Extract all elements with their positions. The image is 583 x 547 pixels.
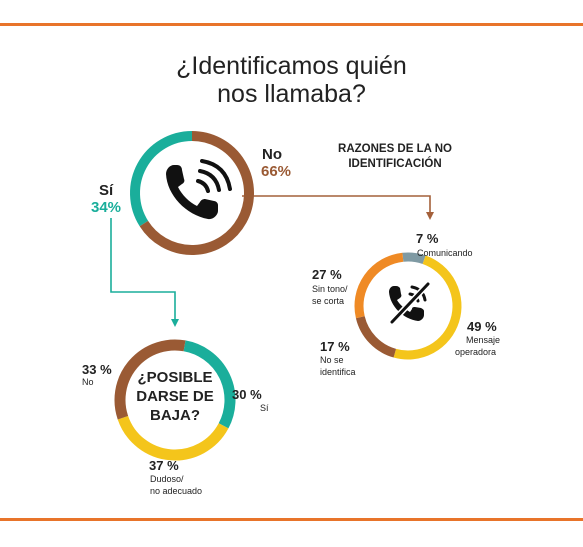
reason-mensaje-label-1: Mensaje — [466, 335, 500, 345]
title-line-1: ¿Identificamos quién — [176, 52, 407, 80]
no-call-icon — [389, 281, 431, 325]
reason-noidentifica-percent: 17 % — [320, 339, 350, 354]
reason-comunicando-label: Comunicando — [417, 248, 473, 258]
phone-icon — [166, 159, 232, 220]
donut-baja — [114, 339, 236, 461]
reason-noidentifica-label-1: No se — [320, 355, 344, 365]
donut-baja-slice-0 — [183, 340, 236, 429]
si-label: Sí — [99, 182, 114, 199]
no-percent: 66% — [261, 163, 291, 180]
si-percent: 34% — [91, 199, 121, 216]
donut-reasons — [354, 252, 462, 360]
baja-si-label: Sí — [260, 403, 269, 413]
baja-dudoso-label-2: no adecuado — [150, 486, 202, 496]
page-title: ¿Identificamos quién nos llamaba? — [0, 52, 583, 108]
title-line-2: nos llamaba? — [217, 80, 366, 108]
top-rule — [0, 23, 583, 26]
bottom-rule — [0, 518, 583, 521]
donut-reasons-slice-0 — [402, 252, 426, 265]
reason-noidentifica-label-2: identifica — [320, 367, 356, 377]
reason-mensaje-percent: 49 % — [467, 319, 497, 334]
reasons-title-line-1: RAZONES DE LA NO — [338, 143, 452, 155]
reason-sintono-label-1: Sin tono/ — [312, 284, 348, 294]
baja-no-percent: 33 % — [82, 362, 112, 377]
reason-mensaje-label-2: operadora — [455, 347, 496, 357]
arrow-si-to-baja — [110, 218, 179, 327]
baja-center-line-3: BAJA? — [150, 407, 200, 424]
donut-baja-slice-2 — [114, 339, 186, 420]
donut-main-slice-0 — [130, 131, 193, 227]
donut-main — [130, 131, 254, 255]
baja-si-percent: 30 % — [232, 387, 262, 402]
donut-reasons-slice-2 — [355, 315, 397, 358]
arrow-no-to-reasons — [242, 195, 434, 220]
baja-no-label: No — [82, 377, 94, 387]
no-label: No — [262, 146, 282, 163]
baja-dudoso-percent: 37 % — [149, 458, 179, 473]
reason-comunicando-percent: 7 % — [416, 231, 439, 246]
reason-sintono-percent: 27 % — [312, 267, 342, 282]
reason-sintono-label-2: se corta — [312, 296, 344, 306]
donut-reasons-slice-1 — [393, 255, 462, 360]
donut-reasons-slice-3 — [354, 252, 404, 319]
donut-baja-slice-1 — [117, 415, 229, 461]
baja-dudoso-label-1: Dudoso/ — [150, 474, 184, 484]
reasons-title-line-2: IDENTIFICACIÓN — [348, 157, 441, 170]
donut-main-slice-1 — [139, 131, 254, 255]
baja-center-line-2: DARSE DE — [136, 388, 214, 405]
baja-center-line-1: ¿POSIBLE — [137, 369, 212, 386]
